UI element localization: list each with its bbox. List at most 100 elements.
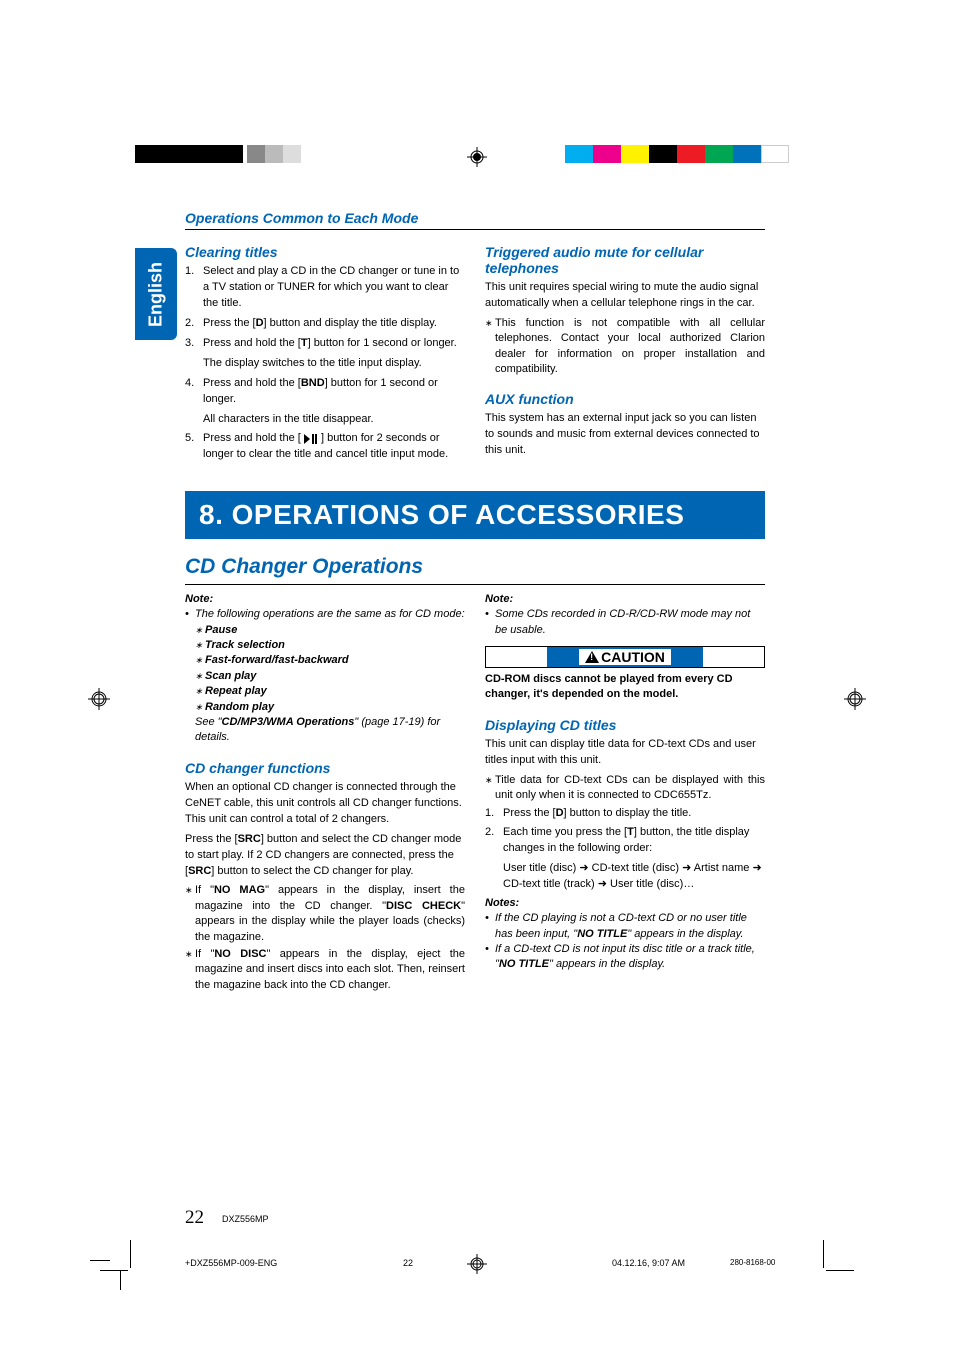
play-pause-icon — [304, 434, 318, 444]
note-body-text: Some CDs recorded in CD-R/CD-RW mode may… — [495, 607, 765, 638]
caution-box: CAUTION CD-ROM discs cannot be played fr… — [485, 646, 765, 703]
language-tab: English — [135, 248, 177, 340]
step-2: 2. Press the [D] button and display the … — [185, 316, 465, 332]
step-number: 4. — [185, 376, 203, 408]
step-text: Press and hold the [ ] button for 2 seco… — [203, 431, 465, 463]
registration-mark-right — [844, 688, 866, 710]
note-text: This function is not compatible with all… — [495, 316, 765, 378]
model-label: DXZ556MP — [222, 1214, 269, 1224]
functions-p1: When an optional CD changer is connected… — [185, 780, 465, 828]
footer-datetime: 04.12.16, 9:07 AM — [612, 1258, 685, 1268]
display-step-1: 1. Press the [D] button to display the t… — [485, 806, 765, 822]
registration-mark-bottom — [467, 1254, 487, 1274]
footer-filename: +DXZ556MP-009-ENG — [185, 1258, 277, 1268]
step-number: 2. — [185, 316, 203, 332]
chapter-banner: 8. OPERATIONS OF ACCESSORIES — [185, 491, 765, 539]
triggered-mute-body: This unit requires special wiring to mut… — [485, 280, 765, 312]
crop-mark-br — [814, 1240, 854, 1280]
chapter-subtitle: CD Changer Operations — [185, 555, 765, 585]
step-text: Each time you press the [T] button, the … — [503, 825, 765, 857]
step-3: 3. Press and hold the [T] button for 1 s… — [185, 336, 465, 352]
note-text: Title data for CD-text CDs can be displa… — [495, 773, 765, 804]
bullet-icon: • — [485, 911, 495, 942]
note-text: If "NO MAG" appears in the display, inse… — [195, 883, 465, 945]
page-content: Operations Common to Each Mode Clearing … — [185, 210, 765, 995]
bullet-icon: • — [485, 607, 495, 638]
note-text: • Some CDs recorded in CD-R/CD-RW mode m… — [485, 607, 765, 638]
top-two-columns: Clearing titles 1. Select and play a CD … — [185, 238, 765, 467]
cd-changer-functions-heading: CD changer functions — [185, 760, 465, 776]
asterisk-icon: ∗ — [195, 684, 205, 699]
crop-mark-bl — [100, 1240, 140, 1280]
step-text: Select and play a CD in the CD changer o… — [203, 264, 465, 312]
caution-label: CAUTION — [579, 649, 671, 665]
step-text: Press and hold the [T] button for 1 seco… — [203, 336, 465, 352]
asterisk-icon: ∗ — [485, 316, 495, 378]
asterisk-icon: ∗ — [485, 773, 495, 804]
asterisk-icon: ∗ — [195, 638, 205, 653]
note-item: ∗Scan play — [195, 669, 465, 684]
note-text: If "NO DISC" appears in the display, eje… — [195, 947, 465, 993]
bullet-icon: • — [485, 942, 495, 973]
note-intro: • The following operations are the same … — [185, 607, 465, 622]
display-intro: This unit can display title data for CD-… — [485, 737, 765, 769]
registration-mark-top — [467, 147, 487, 167]
triggered-mute-note: ∗ This function is not compatible with a… — [485, 316, 765, 378]
bullet-icon: • — [185, 607, 195, 622]
see-reference: See "CD/MP3/WMA Operations" (page 17-19)… — [195, 715, 465, 746]
page-number: 22 — [185, 1207, 204, 1229]
asterisk-icon: ∗ — [195, 653, 205, 668]
footer-page: 22 — [403, 1258, 413, 1268]
step-text: Press the [D] button to display the titl… — [503, 806, 765, 822]
note-item: ∗Random play — [195, 700, 465, 715]
note-item: ∗Pause — [195, 623, 465, 638]
left-column-top: Clearing titles 1. Select and play a CD … — [185, 238, 465, 467]
right-column-top: Triggered audio mute for cellular teleph… — [485, 238, 765, 467]
displaying-cd-titles-heading: Displaying CD titles — [485, 717, 765, 733]
section-header: Operations Common to Each Mode — [185, 210, 765, 230]
no-disc-note: ∗ If "NO DISC" appears in the display, e… — [185, 947, 465, 993]
note-label: Note: — [485, 593, 765, 605]
step-number: 5. — [185, 431, 203, 463]
step-3-sub: The display switches to the title input … — [203, 356, 465, 372]
note-body: If a CD-text CD is not input its disc ti… — [495, 942, 765, 973]
asterisk-icon: ∗ — [195, 700, 205, 715]
display-step-2: 2. Each time you press the [T] button, t… — [485, 825, 765, 857]
step-5: 5. Press and hold the [ ] button for 2 s… — [185, 431, 465, 463]
registration-mark-left — [88, 688, 110, 710]
black-gradient-blocks — [135, 145, 301, 163]
step-4: 4. Press and hold the [BND] button for 1… — [185, 376, 465, 408]
note-item: ∗Track selection — [195, 638, 465, 653]
step-number: 1. — [485, 806, 503, 822]
step-number: 3. — [185, 336, 203, 352]
right-column-bottom: Note: • Some CDs recorded in CD-R/CD-RW … — [485, 593, 765, 995]
footer-code: 280-8168-00 — [730, 1258, 775, 1267]
step-text: Press and hold the [BND] button for 1 se… — [203, 376, 465, 408]
left-column-bottom: Note: • The following operations are the… — [185, 593, 465, 995]
clearing-titles-heading: Clearing titles — [185, 244, 465, 260]
aux-function-body: This system has an external input jack s… — [485, 411, 765, 459]
asterisk-icon: ∗ — [195, 623, 205, 638]
display-order: User title (disc) ➜ CD-text title (disc)… — [503, 861, 765, 893]
caution-header: CAUTION — [485, 646, 765, 668]
color-swatch-blocks — [565, 145, 789, 163]
display-note-2: • If a CD-text CD is not input its disc … — [485, 942, 765, 973]
step-text: Press the [D] button and display the tit… — [203, 316, 465, 332]
bottom-two-columns: Note: • The following operations are the… — [185, 593, 765, 995]
display-note-1: • If the CD playing is not a CD-text CD … — [485, 911, 765, 942]
aux-function-heading: AUX function — [485, 391, 765, 407]
asterisk-icon: ∗ — [185, 883, 195, 945]
functions-p2: Press the [SRC] button and select the CD… — [185, 832, 465, 880]
step-number: 1. — [185, 264, 203, 312]
note-intro-text: The following operations are the same as… — [195, 607, 465, 622]
step-4-sub: All characters in the title disappear. — [203, 412, 465, 428]
caution-body: CD-ROM discs cannot be played from every… — [485, 672, 765, 703]
note-item: ∗Repeat play — [195, 684, 465, 699]
warning-triangle-icon — [585, 651, 599, 663]
note-body: If the CD playing is not a CD-text CD or… — [495, 911, 765, 942]
triggered-mute-heading: Triggered audio mute for cellular teleph… — [485, 244, 765, 276]
asterisk-icon: ∗ — [185, 947, 195, 993]
display-asterisk: ∗ Title data for CD-text CDs can be disp… — [485, 773, 765, 804]
step-1: 1. Select and play a CD in the CD change… — [185, 264, 465, 312]
notes-label: Notes: — [485, 897, 765, 909]
